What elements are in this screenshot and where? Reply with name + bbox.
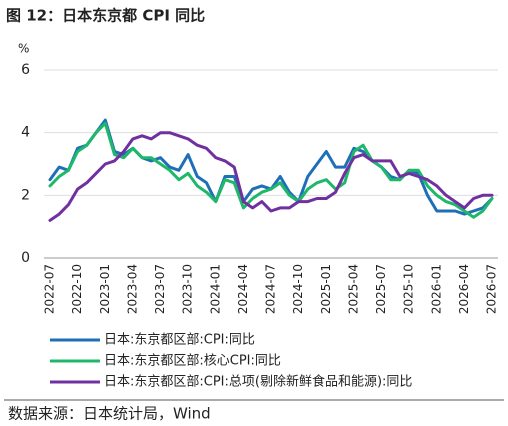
x-tick-label: 2023-07 bbox=[153, 264, 167, 314]
series-line bbox=[48, 118, 494, 216]
x-tick-label: 2023-01 bbox=[98, 264, 112, 314]
legend-label: 日本:东京都区部:CPI:同比 bbox=[104, 333, 255, 348]
x-tick-label: 2024-04 bbox=[236, 264, 250, 314]
y-tick-label: 4 bbox=[21, 125, 30, 141]
y-tick-label: 0 bbox=[21, 250, 30, 266]
x-tick-label: 2024-01 bbox=[208, 264, 222, 314]
source: 数据来源：日本统计局，Wind bbox=[8, 405, 211, 423]
x-tick-label: 2025-07 bbox=[374, 264, 388, 314]
x-tick-label: 2024-10 bbox=[291, 264, 305, 314]
x-tick-label: 2023-10 bbox=[181, 264, 195, 314]
series-line bbox=[48, 131, 494, 222]
x-tick-label: 2025-10 bbox=[402, 264, 416, 314]
legend-label: 日本:东京都区部:核心CPI:同比 bbox=[104, 354, 281, 369]
x-tick-label: 2025-04 bbox=[346, 264, 360, 314]
x-tick-label: 2023-04 bbox=[125, 264, 139, 314]
x-tick-label: 2026-07 bbox=[485, 264, 499, 314]
x-tick-label: 2022-07 bbox=[43, 264, 57, 314]
series-line bbox=[48, 121, 494, 219]
x-tick-label: 2024-07 bbox=[264, 264, 278, 314]
y-tick-label: 6 bbox=[21, 62, 30, 78]
y-tick-label: 2 bbox=[21, 187, 30, 203]
y-axis-label: % bbox=[18, 42, 29, 56]
x-tick-label: 2026-04 bbox=[457, 264, 471, 314]
x-tick-label: 2026-01 bbox=[429, 264, 443, 314]
legend-label: 日本:东京都区部:CPI:总项(剔除新鲜食品和能源):同比 bbox=[104, 374, 412, 390]
chart-title: 图 12：日本东京都 CPI 同比 bbox=[6, 7, 205, 25]
x-tick-label: 2025-01 bbox=[319, 264, 333, 314]
x-tick-label: 2022-10 bbox=[70, 264, 84, 314]
